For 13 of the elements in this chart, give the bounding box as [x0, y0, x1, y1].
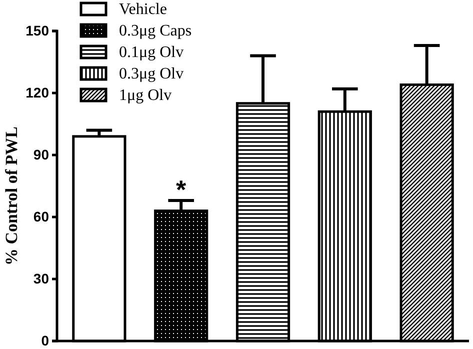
legend-label: 0.3μg Olv — [119, 66, 184, 82]
y-tick-label: 120 — [26, 84, 50, 100]
legend-label: 1μg Olv — [119, 87, 172, 104]
annotation: * — [176, 174, 188, 204]
y-tick-label: 150 — [26, 22, 50, 38]
legend-label: 0.3μg Caps — [119, 22, 192, 40]
legend-label: 0.1μg Olv — [119, 44, 184, 61]
legend-label: Vehicle — [119, 1, 167, 18]
y-tick-label: 90 — [33, 146, 50, 162]
y-tick-label: 60 — [33, 208, 50, 224]
y-tick-label: 0 — [41, 332, 50, 348]
y-axis-title: % Control of PWL — [2, 126, 21, 266]
y-tick-label: 30 — [33, 270, 50, 286]
